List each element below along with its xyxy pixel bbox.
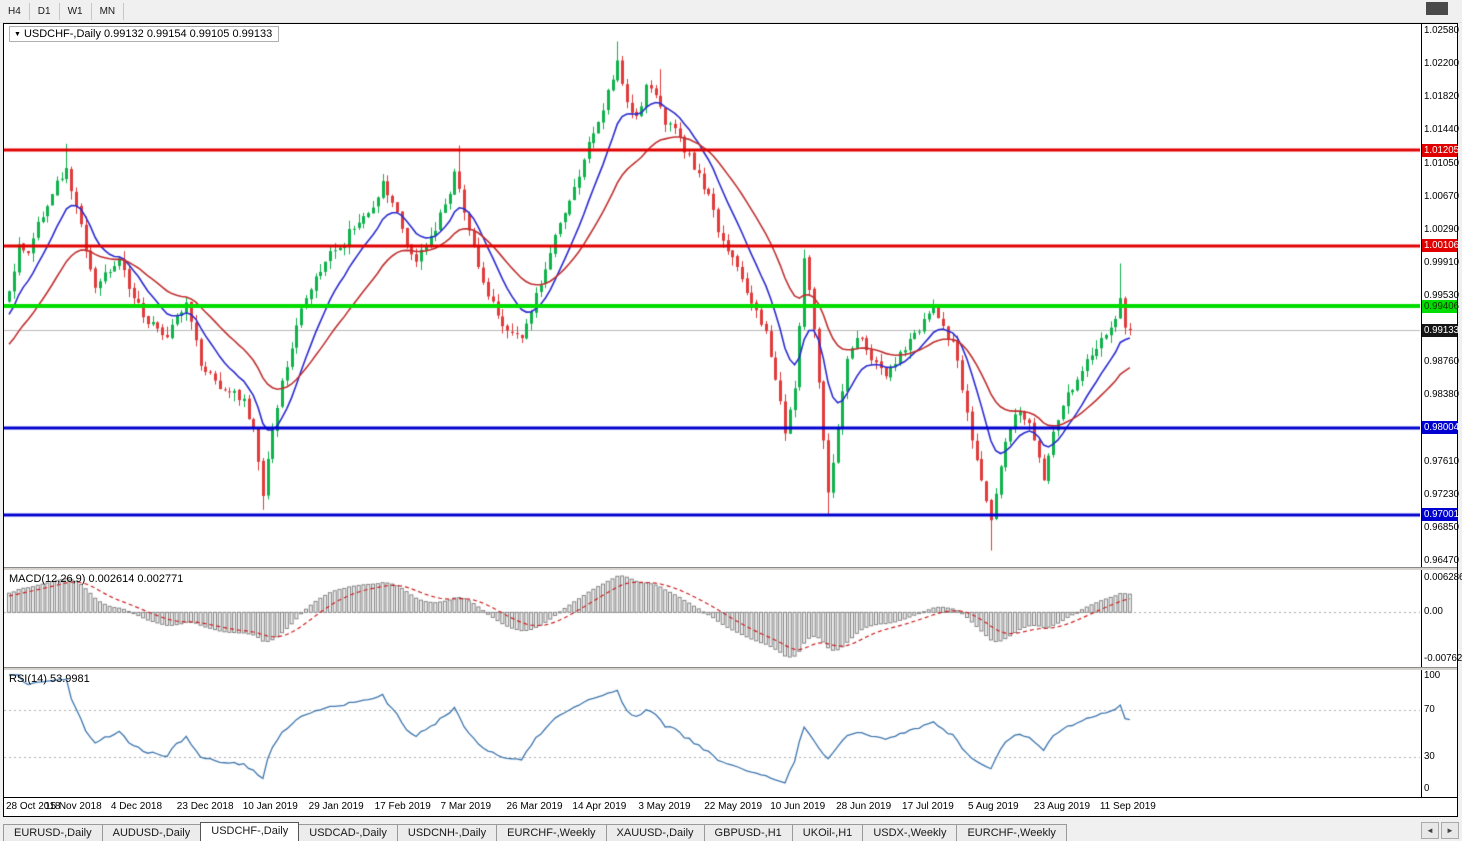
price-axis[interactable]: 1.02580 1.02200 1.01820 1.01440 1.01050 1.006… <box>1421 24 1460 567</box>
price-tick: 1.02200 <box>1424 57 1460 69</box>
chart-title: ▼ USDCHF-,Daily 0.99132 0.99154 0.99105 0… <box>9 26 280 42</box>
level-price-tag: 0.98004 <box>1422 421 1460 435</box>
chart-tab[interactable]: EURCHF-,Weekly <box>496 824 607 841</box>
chart-tab[interactable]: EURCHF-,Weekly <box>956 824 1067 841</box>
date-label: 29 Jan 2019 <box>308 801 364 812</box>
tabs-scroll-right-icon[interactable]: ► <box>1441 822 1459 839</box>
current-price-tag: 0.99133 <box>1422 323 1460 337</box>
date-label: 4 Dec 2018 <box>110 801 163 812</box>
chart-symbol-label: USDCHF-,Daily <box>23 28 101 40</box>
price-tick: 0.99910 <box>1424 256 1460 268</box>
date-label: 26 Mar 2019 <box>506 801 563 812</box>
price-tick: 1.01440 <box>1424 123 1460 135</box>
date-label: 15 Nov 2018 <box>44 801 102 812</box>
timeframe-button-h4[interactable]: H4 <box>0 2 30 20</box>
rsi-axis-tick: 0 <box>1424 783 1430 794</box>
macd-indicator-name: MACD(12,26,9) <box>9 573 86 585</box>
chart-tab[interactable]: EURUSD-,Daily <box>3 824 103 841</box>
timeframe-button-d1[interactable]: D1 <box>30 2 60 20</box>
macd-axis-zero: 0.00 <box>1424 606 1443 618</box>
collapse-triangle-icon[interactable]: ▼ <box>14 31 21 38</box>
rsi-label: RSI(14) 53.9981 <box>9 673 90 685</box>
chart-tab[interactable]: UKOil-,H1 <box>791 824 864 841</box>
macd-pane: MACD(12,26,9) 0.002614 0.002771 0.006286… <box>4 570 1462 667</box>
price-tick: 0.98760 <box>1424 356 1460 368</box>
tab-scroll-buttons: ◄ ► <box>1421 822 1459 839</box>
price-tick: 1.01050 <box>1424 157 1460 169</box>
rsi-axis-tick: 30 <box>1424 750 1435 762</box>
timeframe-button-w1[interactable]: W1 <box>60 2 92 20</box>
date-label: 14 Apr 2019 <box>572 801 627 812</box>
rsi-indicator-name: RSI(14) <box>9 673 47 685</box>
date-label: 11 Sep 2019 <box>1099 801 1156 812</box>
date-label: 10 Jan 2019 <box>242 801 298 812</box>
time-axis[interactable]: 28 Oct 2018 15 Nov 2018 4 Dec 2018 23 Dec 2… <box>4 797 1457 816</box>
chart-ohlc-values: 0.99132 0.99154 0.99105 0.99133 <box>104 28 273 40</box>
chart-tab[interactable]: AUDUSD-,Daily <box>101 824 202 841</box>
timeframe-button-mn[interactable]: MN <box>92 2 125 20</box>
rsi-axis-tick: 70 <box>1424 704 1435 716</box>
price-tick: 0.97230 <box>1424 489 1460 501</box>
date-label: 10 Jun 2019 <box>770 801 826 812</box>
date-label: 23 Aug 2019 <box>1033 801 1091 812</box>
pane-splitter[interactable] <box>4 667 1457 670</box>
macd-axis-max: 0.006286 <box>1424 572 1462 583</box>
chart-tab[interactable]: USDCNH-,Daily <box>396 824 498 841</box>
date-label: 3 May 2019 <box>638 801 691 812</box>
rsi-axis[interactable]: 100 70 30 0 <box>1421 670 1457 797</box>
level-price-tag: 0.99406 <box>1422 299 1460 313</box>
chart-tabs-bar: EURUSD-,Daily AUDUSD-,Daily USDCHF-,Daily U… <box>0 820 1462 841</box>
date-label: 28 Oct 2018 <box>6 801 61 812</box>
macd-indicator-values: 0.002614 0.002771 <box>88 573 184 585</box>
pane-splitter[interactable] <box>4 567 1457 570</box>
price-tick: 0.98380 <box>1424 389 1460 401</box>
rsi-indicator-value: 53.9981 <box>49 673 90 685</box>
price-tick: 0.96470 <box>1424 555 1460 566</box>
rsi-pane: RSI(14) 53.9981 100 70 30 0 <box>4 670 1457 797</box>
chart-tab[interactable]: USDCHF-,Daily <box>200 822 300 841</box>
price-tick: 0.99530 <box>1424 289 1460 301</box>
minimized-window-button[interactable] <box>1426 2 1448 15</box>
macd-label: MACD(12,26,9) 0.002614 0.002771 <box>9 573 183 585</box>
date-label: 28 Jun 2019 <box>836 801 892 812</box>
price-tick: 1.00670 <box>1424 190 1460 202</box>
macd-chart-canvas[interactable] <box>4 570 1420 667</box>
level-price-tag: 1.00106 <box>1422 239 1460 253</box>
date-label: 5 Aug 2019 <box>967 801 1019 812</box>
price-chart-canvas[interactable] <box>4 24 1420 567</box>
date-label: 22 May 2019 <box>704 801 763 812</box>
price-tick: 0.96850 <box>1424 522 1460 534</box>
price-tick: 1.00290 <box>1424 223 1460 235</box>
tabs-scroll-left-icon[interactable]: ◄ <box>1421 822 1439 839</box>
price-tick: 0.97610 <box>1424 456 1460 468</box>
price-tick: 1.01820 <box>1424 90 1460 102</box>
date-label: 7 Mar 2019 <box>440 801 492 812</box>
chart-tab[interactable]: USDX-,Weekly <box>862 824 958 841</box>
timeframe-toolbar: H4 D1 W1 MN <box>0 0 1462 23</box>
date-label: 23 Dec 2018 <box>176 801 234 812</box>
level-price-tag: 1.01205 <box>1422 143 1460 157</box>
price-pane: ▼ USDCHF-,Daily 0.99132 0.99154 0.99105 0… <box>4 24 1460 567</box>
date-label: 17 Jul 2019 <box>902 801 954 812</box>
chart-window: ▼ USDCHF-,Daily 0.99132 0.99154 0.99105 0… <box>3 23 1462 817</box>
level-price-tag: 0.97001 <box>1422 508 1460 522</box>
chart-tab[interactable]: XAUUSD-,Daily <box>605 824 705 841</box>
chart-tab[interactable]: USDCAD-,Daily <box>298 824 398 841</box>
chart-tab[interactable]: GBPUSD-,H1 <box>703 824 793 841</box>
rsi-axis-tick: 100 <box>1424 670 1441 681</box>
macd-axis-min: -0.00762 <box>1424 653 1462 664</box>
rsi-chart-canvas[interactable] <box>4 670 1420 797</box>
price-tick: 1.02580 <box>1424 25 1460 37</box>
date-label: 17 Feb 2019 <box>374 801 431 812</box>
macd-axis[interactable]: 0.006286 0.00 -0.00762 <box>1421 570 1462 667</box>
